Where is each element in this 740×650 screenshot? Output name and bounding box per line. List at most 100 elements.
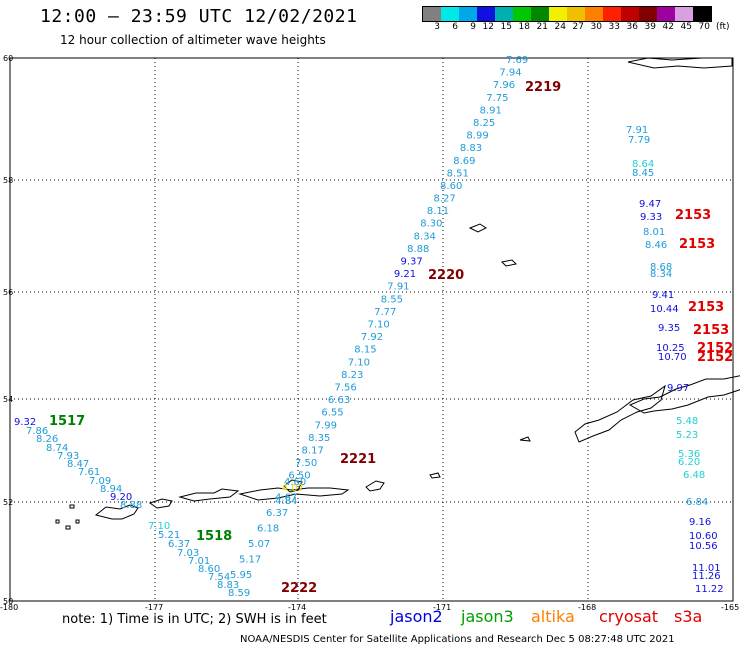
wave-height-scale-labels: 3 6 9 12 15 18 21 24 27 30 33 36 39 42 45 70 [422, 22, 710, 32]
wave-height-value: 10.70 [658, 352, 687, 363]
pass-time-label: 2153 [679, 237, 715, 252]
wave-height-value: 11.22 [695, 584, 724, 595]
wave-height-value: 8.64 [632, 159, 654, 170]
wave-height-value: 6.37 [168, 539, 190, 550]
wave-height-value: 8.83 [460, 143, 482, 154]
wave-height-value: 10.44 [650, 304, 679, 315]
wave-height-value: 7.69 [506, 55, 528, 66]
pass-time-label: 2222 [281, 581, 317, 596]
wave-height-value: 7.96 [493, 80, 515, 91]
scale-label: 42 [662, 22, 674, 32]
wave-height-value: 8.88 [407, 244, 429, 255]
scale-swatch [495, 7, 513, 21]
wave-height-value: 8.17 [302, 445, 324, 456]
wave-height-value: 9.16 [689, 517, 711, 528]
longitude-label: -177 [145, 603, 163, 612]
wave-height-value: 7.54 [208, 572, 230, 583]
scale-label: 24 [554, 22, 566, 32]
wave-height-value: 8.88 [120, 500, 142, 511]
wave-height-color-scale [422, 6, 712, 22]
latitude-label: 60 [3, 54, 13, 63]
wave-height-value: 5.07 [248, 539, 270, 550]
scale-swatch [513, 7, 531, 21]
wave-height-value: 5.36 [678, 449, 700, 460]
wave-height-value: 8.69 [453, 156, 475, 167]
wave-height-value: 6.84 [686, 497, 708, 508]
latitude-label: 54 [3, 395, 13, 404]
wave-height-value: 9.35 [658, 323, 680, 334]
wave-height-value: 6.48 [683, 470, 705, 481]
wave-height-value: 6.55 [321, 408, 343, 419]
wave-height-value: 7.99 [315, 420, 337, 431]
wave-height-value: 8.15 [354, 345, 376, 356]
scale-swatch [621, 7, 639, 21]
scale-label: 27 [572, 22, 584, 32]
wave-height-value: 4.84 [275, 496, 297, 507]
scale-label: 21 [536, 22, 548, 32]
longitude-label: -168 [578, 603, 596, 612]
scale-label: 39 [644, 22, 656, 32]
scale-swatch [675, 7, 693, 21]
wave-height-value: 9.32 [14, 417, 36, 428]
page-subtitle: 12 hour collection of altimeter wave hei… [60, 33, 326, 47]
scale-label: 12 [482, 22, 494, 32]
wave-height-value: 8.11 [427, 206, 449, 217]
latitude-label: 56 [3, 288, 13, 297]
scale-label: 33 [608, 22, 620, 32]
scale-swatch [423, 7, 441, 21]
wave-height-value: 8.68 [650, 262, 672, 273]
longitude-label: -180 [0, 603, 18, 612]
scale-swatch [477, 7, 495, 21]
wave-height-value: 8.94 [100, 484, 122, 495]
pass-time-label: 2153 [675, 208, 711, 223]
wave-height-value: 8.51 [447, 168, 469, 179]
scale-label: 30 [590, 22, 602, 32]
wave-height-value: 6.63 [328, 395, 350, 406]
wave-height-value: 8.83 [217, 580, 239, 591]
longitude-label: -165 [721, 603, 739, 612]
wave-height-value: 8.60 [198, 564, 220, 575]
wave-height-value: 5.17 [239, 555, 261, 566]
wave-height-value: 7.91 [626, 125, 648, 136]
map-graticule: 60 58 56 54 52 50-180 -177 -174 -171 -168 -165 [0, 54, 739, 612]
wave-height-value: 7.10 [348, 357, 370, 368]
legend-cryosat: cryosat [599, 607, 659, 626]
legend-s3a: s3a [674, 607, 703, 626]
wave-height-value: 5.95 [230, 570, 252, 581]
pass-time-label: 2152 [697, 350, 733, 365]
wave-height-value: 8.60 [440, 181, 462, 192]
wave-height-value: 8.25 [473, 118, 495, 129]
pass-time-label: 2153 [688, 300, 724, 315]
wave-height-value: 6.37 [266, 508, 288, 519]
wave-height-value: 5.48 [676, 416, 698, 427]
wave-height-value: 10.56 [689, 541, 718, 552]
scale-swatch [585, 7, 603, 21]
scale-swatch [441, 7, 459, 21]
wave-height-value: 4.67 [275, 493, 297, 504]
wave-height-value: 11.01 [692, 563, 721, 574]
coastline [55, 57, 740, 530]
wave-height-value: 5.21 [158, 530, 180, 541]
wave-height-value: 7.61 [78, 467, 100, 478]
wave-height-value: 8.35 [308, 433, 330, 444]
wave-height-value: 6.18 [257, 524, 279, 535]
wave-height-value: 9.41 [652, 290, 674, 301]
footer-note: note: 1) Time is in UTC; 2) SWH is in fe… [62, 612, 327, 627]
scale-swatch [531, 7, 549, 21]
wave-height-value: 8.26 [36, 434, 58, 445]
wave-height-value: 4.07 [282, 483, 304, 494]
wave-height-value: 8.46 [645, 240, 667, 251]
scale-label: 70 [698, 22, 710, 32]
pass-time-label: 1518 [196, 529, 232, 544]
pass-time-label: 2219 [525, 80, 561, 95]
latitude-label: 50 [3, 597, 13, 606]
page-title: 12:00 – 23:59 UTC 12/02/2021 [40, 6, 358, 27]
wave-height-value: 6.50 [288, 471, 310, 482]
latitude-label: 52 [3, 498, 13, 507]
wave-height-value: 10.25 [656, 343, 685, 354]
scale-label: 3 [434, 22, 440, 32]
legend-jason3: jason3 [461, 607, 514, 626]
wave-height-value: 7.10 [368, 320, 390, 331]
